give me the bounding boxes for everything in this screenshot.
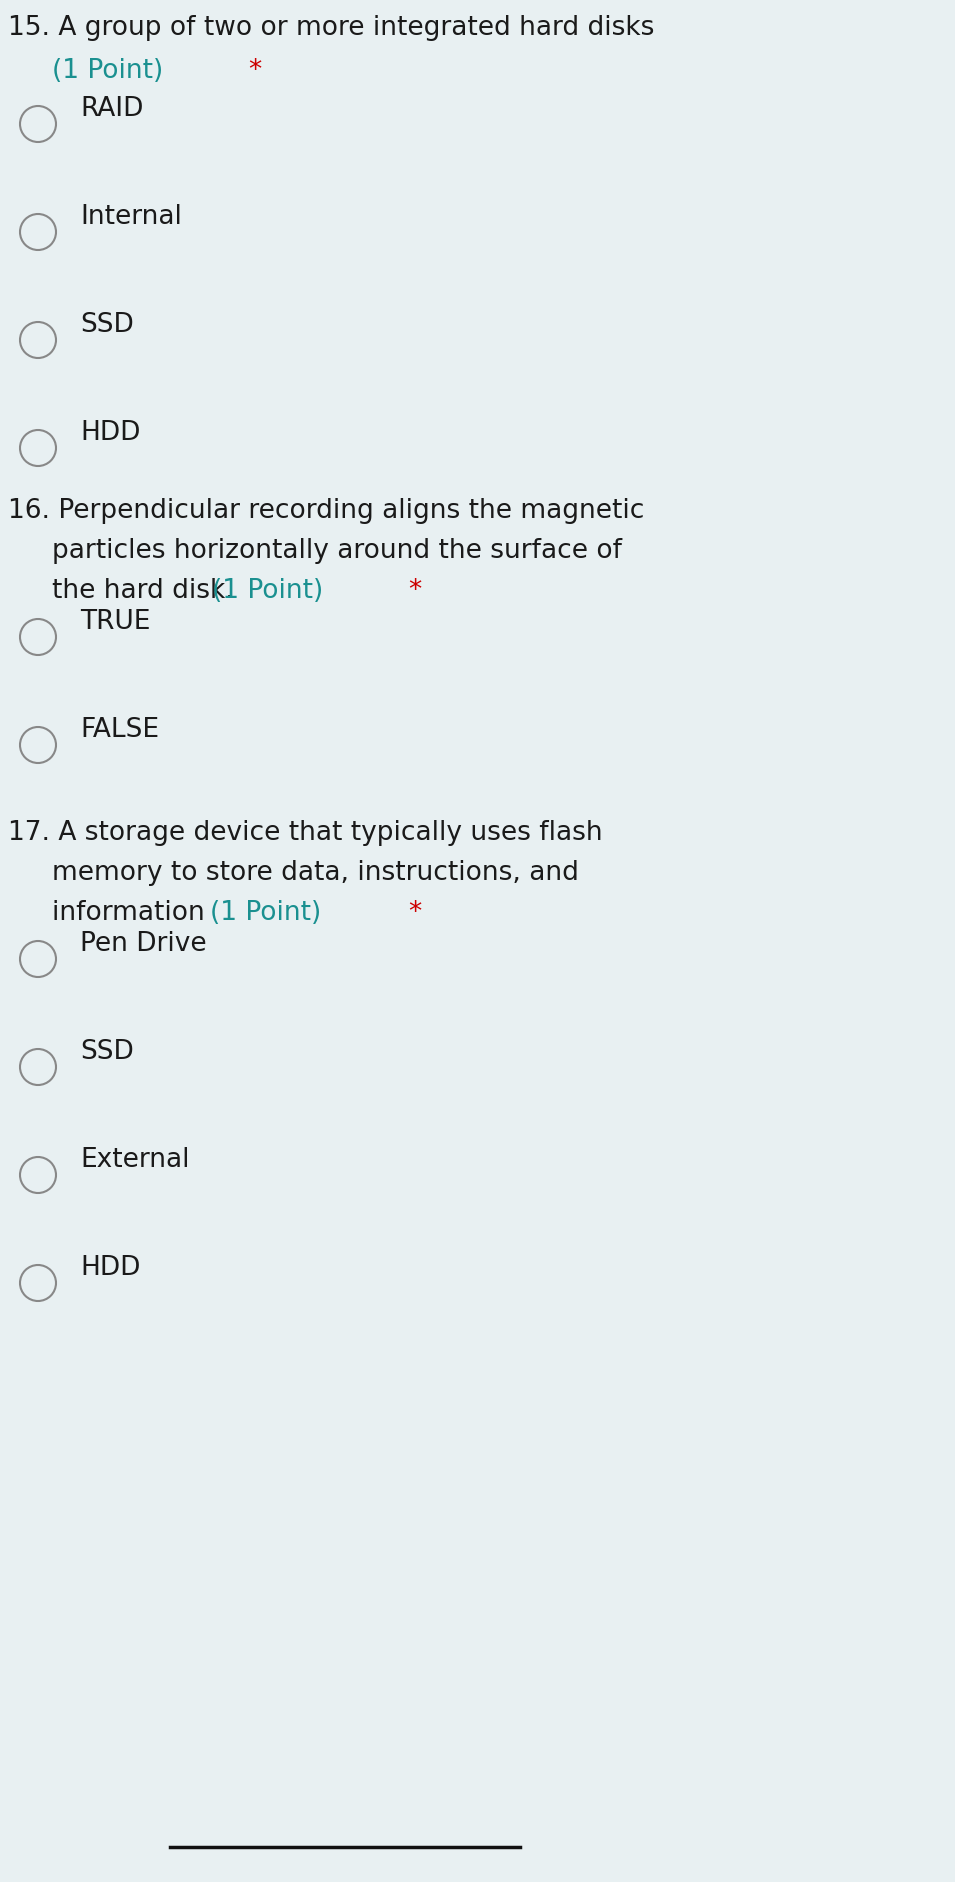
Text: 17. A storage device that typically uses flash: 17. A storage device that typically uses… (8, 819, 603, 845)
Text: FALSE: FALSE (80, 717, 159, 743)
Text: External: External (80, 1146, 189, 1172)
Text: Internal: Internal (80, 203, 181, 230)
Text: memory to store data, instructions, and: memory to store data, instructions, and (52, 860, 579, 886)
Text: HDD: HDD (80, 1253, 140, 1280)
Ellipse shape (20, 728, 56, 764)
Ellipse shape (20, 1157, 56, 1193)
Text: *: * (408, 578, 421, 604)
Ellipse shape (20, 324, 56, 359)
Ellipse shape (20, 619, 56, 655)
Ellipse shape (20, 107, 56, 143)
Text: (1 Point): (1 Point) (212, 578, 323, 604)
Text: particles horizontally around the surface of: particles horizontally around the surfac… (52, 538, 622, 565)
Ellipse shape (20, 1265, 56, 1300)
Text: HDD: HDD (80, 420, 140, 446)
Ellipse shape (20, 1050, 56, 1086)
Text: the hard disk.: the hard disk. (52, 578, 243, 604)
Text: (1 Point): (1 Point) (210, 900, 321, 926)
Ellipse shape (20, 431, 56, 467)
Text: (1 Point): (1 Point) (52, 58, 163, 85)
Text: Pen Drive: Pen Drive (80, 930, 206, 956)
Ellipse shape (20, 941, 56, 977)
Text: 16. Perpendicular recording aligns the magnetic: 16. Perpendicular recording aligns the m… (8, 497, 645, 523)
Text: SSD: SSD (80, 312, 134, 339)
Text: *: * (408, 900, 421, 926)
Text: SSD: SSD (80, 1039, 134, 1065)
Text: 15. A group of two or more integrated hard disks: 15. A group of two or more integrated ha… (8, 15, 654, 41)
Text: RAID: RAID (80, 96, 143, 122)
Text: TRUE: TRUE (80, 608, 150, 634)
Text: information: information (52, 900, 213, 926)
Ellipse shape (20, 215, 56, 250)
Text: *: * (248, 58, 262, 85)
